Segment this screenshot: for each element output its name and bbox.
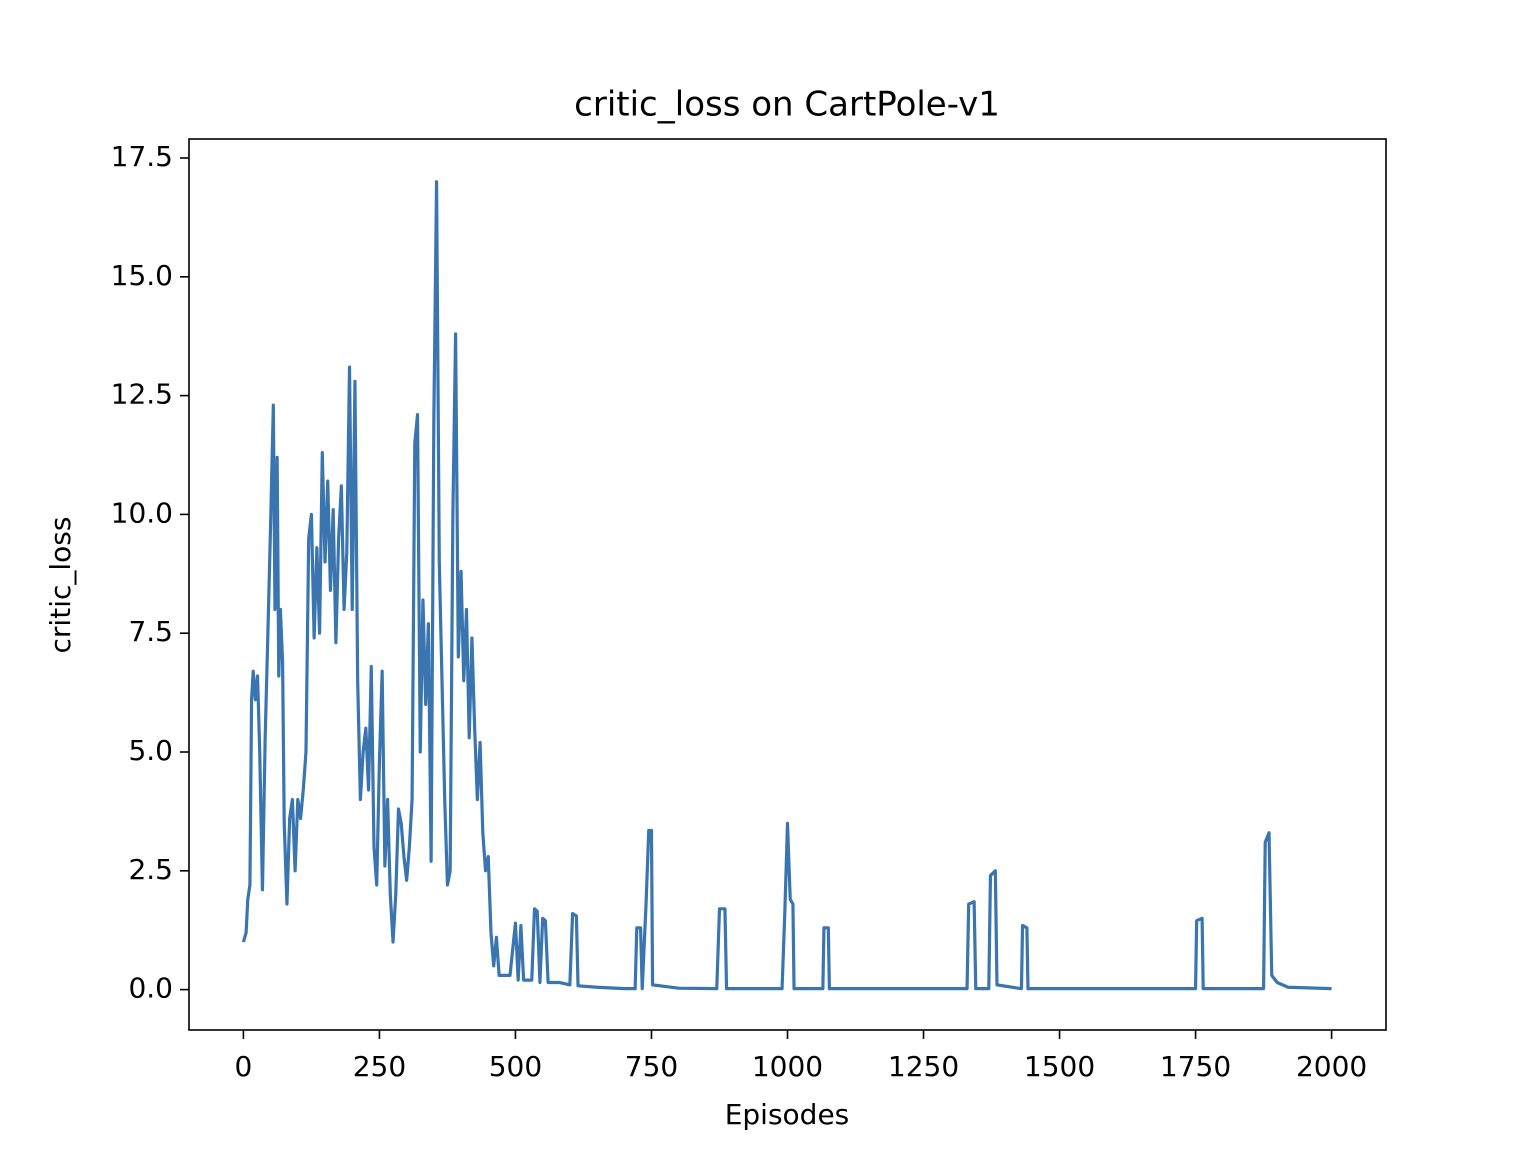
data-line (241, 180, 1332, 991)
y-tick-label: 5.0 (128, 734, 173, 767)
y-axis-label: critic_loss (44, 517, 77, 654)
x-tick-label: 1000 (752, 1050, 823, 1083)
y-tick-label: 0.0 (128, 972, 173, 1005)
x-tick-label: 250 (353, 1050, 406, 1083)
y-tick-label: 15.0 (111, 259, 173, 292)
y-tick-label: 10.0 (111, 496, 173, 529)
x-tick-label: 1750 (1160, 1050, 1231, 1083)
y-tick-label: 12.5 (111, 378, 173, 411)
chart-title: critic_loss on CartPole-v1 (574, 85, 1000, 125)
plot-frame (188, 138, 1387, 1031)
x-tick-label: 2000 (1296, 1050, 1367, 1083)
x-axis-label: Episodes (725, 1098, 850, 1131)
x-tick-label: 1250 (888, 1050, 959, 1083)
y-tick-label: 17.5 (111, 140, 173, 173)
x-tick-label: 1500 (1024, 1050, 1095, 1083)
x-tick-label: 0 (234, 1050, 252, 1083)
y-tick-label: 2.5 (128, 853, 173, 886)
y-tick-label: 7.5 (128, 615, 173, 648)
x-tick-label: 500 (489, 1050, 542, 1083)
x-tick-label: 750 (625, 1050, 678, 1083)
